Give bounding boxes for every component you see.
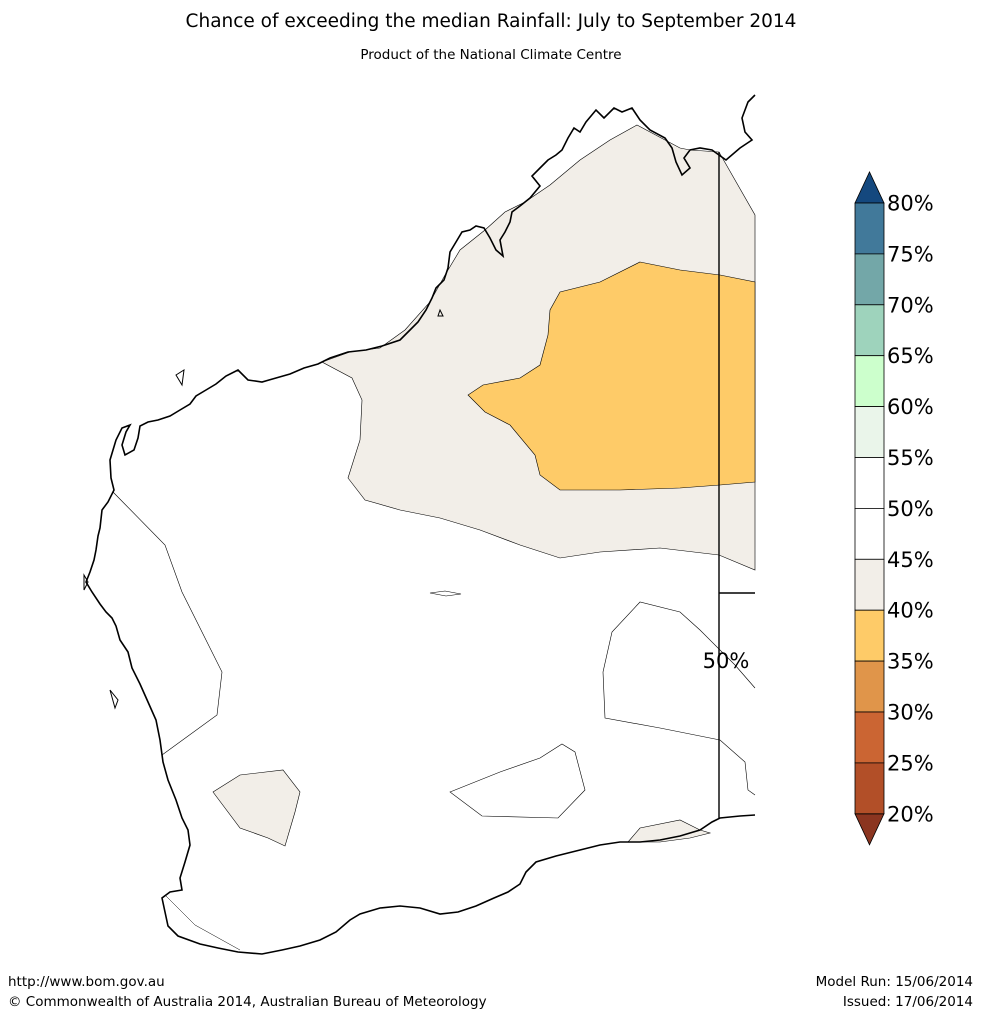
contour-east-loop (602, 601, 756, 796)
footer-right: Model Run: 15/06/2014 Issued: 17/06/2014 (816, 972, 973, 1012)
colorbar-tick-label: 80% (887, 192, 934, 216)
region-35-40 (467, 261, 756, 491)
colorbar-segment (854, 355, 885, 408)
colorbar-tick-label: 20% (887, 802, 934, 826)
colorbar-segment (854, 507, 885, 560)
contour-south-loop (449, 743, 586, 819)
state-border (718, 152, 755, 818)
colorbar: 80% 75% 70% 65% 60% 55% 50% 45% 40% 35% 30% 25% 20% (854, 171, 934, 846)
copyright-notice: © Commonwealth of Australia 2014, Austra… (8, 994, 487, 1010)
contour-west (112, 491, 223, 756)
colorbar-tick-label: 55% (887, 446, 934, 470)
map-title: Chance of exceeding the median Rainfall:… (185, 11, 797, 32)
colorbar-segment (854, 609, 885, 662)
colorbar-tick-label: 70% (887, 293, 934, 317)
colorbar-segment (854, 202, 885, 255)
colorbar-segment (854, 660, 885, 713)
colorbar-under-arrow (854, 813, 885, 846)
colorbar-tick-label: 45% (887, 548, 934, 572)
colorbar-over-arrow (854, 171, 885, 204)
map-subtitle: Product of the National Climate Centre (360, 47, 622, 63)
footer-left: http://www.bom.gov.au © Commonwealth of … (8, 972, 487, 1012)
region-40-45-southcoast (627, 819, 712, 843)
colorbar-segment (854, 304, 885, 357)
colorbar-tick-label: 60% (887, 395, 934, 419)
colorbar-segment (854, 253, 885, 306)
colorbar-segment (854, 711, 885, 764)
contour-label-50: 50% (703, 649, 750, 673)
island-coastline (83, 308, 444, 710)
contour-southwest-edge (164, 894, 241, 951)
colorbar-segment (854, 457, 885, 509)
issued-date: Issued: 17/06/2014 (842, 994, 973, 1010)
colorbar-tick-label: 50% (887, 497, 934, 521)
colorbar-tick-label: 30% (887, 701, 934, 725)
colorbar-tick-label: 40% (887, 599, 934, 623)
colorbar-segment (854, 762, 885, 815)
region-40-45-southwest (212, 769, 301, 847)
colorbar-tick-label: 65% (887, 344, 934, 368)
bom-url[interactable]: http://www.bom.gov.au (8, 974, 165, 990)
colorbar-segment (854, 406, 885, 458)
colorbar-tick-label: 35% (887, 650, 934, 674)
colorbar-tick-label: 75% (887, 242, 934, 266)
colorbar-segment (854, 558, 885, 611)
model-run-date: Model Run: 15/06/2014 (815, 974, 973, 990)
colorbar-tick-label: 25% (887, 751, 934, 775)
contour-small-loop (429, 590, 462, 597)
coastline (85, 94, 756, 955)
